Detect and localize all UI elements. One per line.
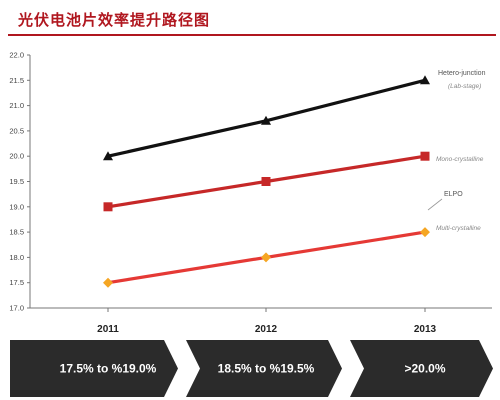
- title-underline: [8, 34, 496, 36]
- y-tick-label: 18.0: [9, 253, 24, 262]
- y-tick-label: 21.0: [9, 101, 24, 110]
- series-sublabel-hetero: (Lab-stage): [448, 83, 481, 90]
- annotation-elpo: ELPO: [444, 191, 463, 198]
- data-point-square: [103, 202, 113, 212]
- data-point-triangle: [261, 115, 271, 125]
- y-tick-label: 21.5: [9, 76, 24, 85]
- annotation-elpo-leader: [427, 198, 443, 211]
- data-point-triangle: [420, 75, 430, 85]
- y-tick-label: 17.0: [9, 304, 24, 313]
- y-tick-label: 22.0: [9, 51, 24, 60]
- data-point-diamond: [261, 252, 271, 263]
- y-tick-label: 20.5: [9, 126, 24, 135]
- efficiency-range-label: 18.5% to %19.5%: [218, 362, 315, 376]
- data-point-square: [261, 177, 271, 186]
- series-label-hetero: Hetero-junction: [438, 70, 486, 77]
- x-tick-label: 2013: [414, 324, 437, 335]
- y-tick-label: 19.5: [9, 177, 24, 186]
- data-point-diamond: [103, 277, 113, 288]
- efficiency-range-chevron: [186, 340, 342, 397]
- series-label-multi: Multi-crystalline: [436, 225, 481, 232]
- y-tick-label: 18.5: [9, 228, 24, 237]
- efficiency-range-label: 17.5% to %19.0%: [60, 362, 157, 376]
- series-label-mono: Mono-crystalline: [436, 156, 484, 163]
- efficiency-range-chevron: [10, 340, 178, 397]
- y-tick-label: 19.0: [9, 202, 24, 211]
- chart-title: 光伏电池片效率提升路径图: [18, 11, 211, 29]
- efficiency-range-chevron: [350, 340, 493, 397]
- data-point-diamond: [420, 227, 430, 238]
- x-tick-label: 2012: [255, 324, 278, 335]
- data-point-triangle: [103, 151, 113, 161]
- x-tick-label: 2011: [97, 324, 119, 335]
- y-tick-label: 17.5: [9, 278, 24, 287]
- efficiency-range-label: >20.0%: [404, 362, 445, 376]
- y-tick-label: 20.0: [9, 152, 24, 161]
- data-point-square: [420, 151, 430, 161]
